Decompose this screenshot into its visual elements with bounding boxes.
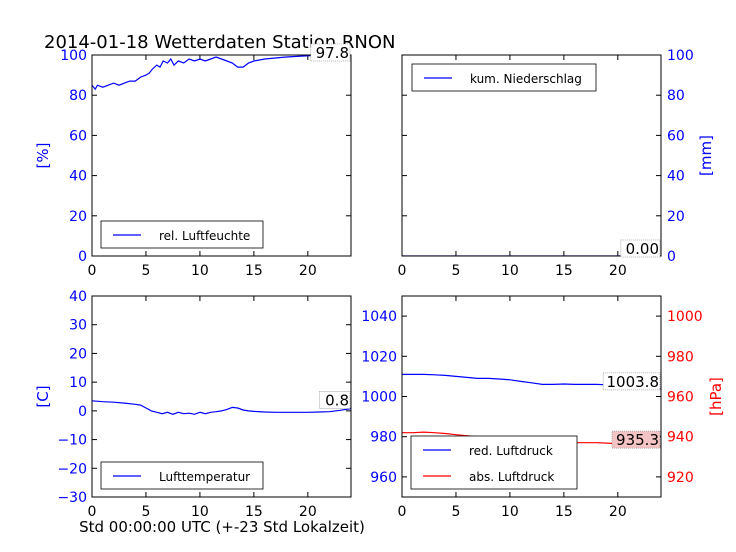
series-line-lufttemperatur <box>92 400 351 415</box>
y-tick-label: 40 <box>69 169 87 185</box>
y-right-tick-label: 920 <box>667 470 694 486</box>
y-tick-label: 30 <box>69 318 87 334</box>
y-tick-label: −20 <box>57 461 87 477</box>
y-tick-label: 0 <box>78 249 87 265</box>
y-tick-label: 40 <box>667 169 685 185</box>
x-tick-label: 0 <box>398 263 407 279</box>
x-tick-label: 20 <box>299 504 317 520</box>
legend: rel. Luftfeuchte <box>100 220 264 249</box>
legend-label: rel. Luftfeuchte <box>159 229 250 243</box>
legend: Lufttemperatur <box>100 461 264 490</box>
y-tick-label: 1000 <box>361 390 397 406</box>
x-tick-label: 10 <box>501 504 519 520</box>
last-value-annotation: 0.8 <box>319 391 351 410</box>
x-tick-label: 0 <box>88 263 97 279</box>
last-value-annotation-text: 0.00 <box>626 240 659 258</box>
legend-label: abs. Luftdruck <box>469 470 554 484</box>
y-right-tick-label: 1000 <box>667 309 703 325</box>
plot-frame <box>91 54 352 257</box>
x-tick-label: 5 <box>451 263 460 279</box>
legend-label: Lufttemperatur <box>159 470 250 484</box>
last-value-annotation-box <box>620 239 661 258</box>
last-value-annotation-right-box <box>611 430 661 449</box>
series-line-rel-luftfeuchte <box>92 55 351 91</box>
y-tick-label: −30 <box>57 490 87 506</box>
y-axis-label: [C] <box>34 385 52 407</box>
panel-temperature: 0 5 10 15 20 −30 −20 −10 0 10 20 30 40 [C] Lufttempera… <box>34 289 352 520</box>
y-tick-label: −10 <box>57 433 87 449</box>
x-tick-label: 20 <box>609 504 627 520</box>
panel-precip: 0 5 10 15 20 0 20 40 60 80 100 [mm] kum. Niederschla… <box>398 48 715 279</box>
x-tick-label: 15 <box>245 263 263 279</box>
last-value-annotation-right-text: 935.3 <box>616 431 659 449</box>
panel-pressure: 0 5 10 15 20 960 980 1000 1020 1040 920 940 960 980 10… <box>361 295 725 520</box>
y-tick-label: 80 <box>667 88 685 104</box>
last-value-annotation-right: 935.3 <box>611 430 661 449</box>
y-tick-label: 40 <box>69 289 87 305</box>
x-tick-label: 20 <box>299 263 317 279</box>
y-tick-label: 20 <box>69 346 87 362</box>
y-tick-label: 100 <box>60 48 87 64</box>
x-tick-label: 5 <box>141 263 150 279</box>
last-value-annotation-box <box>310 43 351 62</box>
y-tick-label: 10 <box>69 375 87 391</box>
x-tick-label: 10 <box>191 263 209 279</box>
legend-label: red. Luftdruck <box>469 444 553 458</box>
y-right-tick-label: 940 <box>667 430 694 446</box>
last-value-annotation-text: 0.8 <box>325 392 349 410</box>
x-axis-label: Std 00:00:00 UTC (+-23 Std Lokalzeit) <box>79 518 365 536</box>
x-tick-label: 5 <box>141 504 150 520</box>
y-tick-label: 0 <box>78 404 87 420</box>
y-right-axis-label: [hPa] <box>707 377 725 416</box>
y-right-tick-label: 980 <box>667 349 694 365</box>
y-tick-label: 60 <box>69 128 87 144</box>
last-value-annotation-box <box>319 391 351 409</box>
y-tick-label: 960 <box>370 470 397 486</box>
figure-title: 2014-01-18 Wetterdaten Station RNON <box>44 32 395 53</box>
y-tick-label: 1020 <box>361 349 397 365</box>
last-value-annotation-left-box <box>602 372 661 391</box>
y-tick-label: 60 <box>667 128 685 144</box>
legend-label: kum. Niederschlag <box>470 72 582 86</box>
last-value-annotation: 0.00 <box>620 239 661 258</box>
x-tick-label: 5 <box>451 504 460 520</box>
x-tick-label: 0 <box>88 504 97 520</box>
x-tick-label: 15 <box>555 504 573 520</box>
legend: red. Luftdruck abs. Luftdruck <box>410 435 578 490</box>
last-value-annotation: 97.8 <box>310 43 351 62</box>
y-right-tick-label: 960 <box>667 390 694 406</box>
last-value-annotation-left: 1003.8 <box>602 372 661 391</box>
y-tick-label: 100 <box>667 48 694 64</box>
last-value-annotation-left-text: 1003.8 <box>607 373 660 391</box>
y-axis-label: [mm] <box>697 135 715 176</box>
legend-box <box>410 435 578 490</box>
plot-frame <box>401 295 662 498</box>
y-tick-label: 80 <box>69 88 87 104</box>
y-axis-label: [%] <box>34 143 52 169</box>
plot-frame <box>91 295 352 498</box>
x-tick-label: 10 <box>501 263 519 279</box>
x-tick-label: 0 <box>398 504 407 520</box>
x-tick-label: 10 <box>191 504 209 520</box>
y-tick-label: 1040 <box>361 309 397 325</box>
x-tick-label: 15 <box>555 263 573 279</box>
y-tick-label: 20 <box>667 209 685 225</box>
plot-frame <box>401 54 662 257</box>
y-tick-label: 20 <box>69 209 87 225</box>
x-tick-label: 15 <box>245 504 263 520</box>
y-tick-label: 980 <box>370 430 397 446</box>
panel-humidity: 0 5 10 15 20 0 20 40 60 80 100 [%] rel. Luftfeuchte 9… <box>34 43 352 279</box>
last-value-annotation-text: 97.8 <box>316 44 349 62</box>
y-tick-label: 0 <box>667 249 676 265</box>
x-tick-label: 20 <box>609 263 627 279</box>
legend: kum. Niederschlag <box>411 63 597 92</box>
